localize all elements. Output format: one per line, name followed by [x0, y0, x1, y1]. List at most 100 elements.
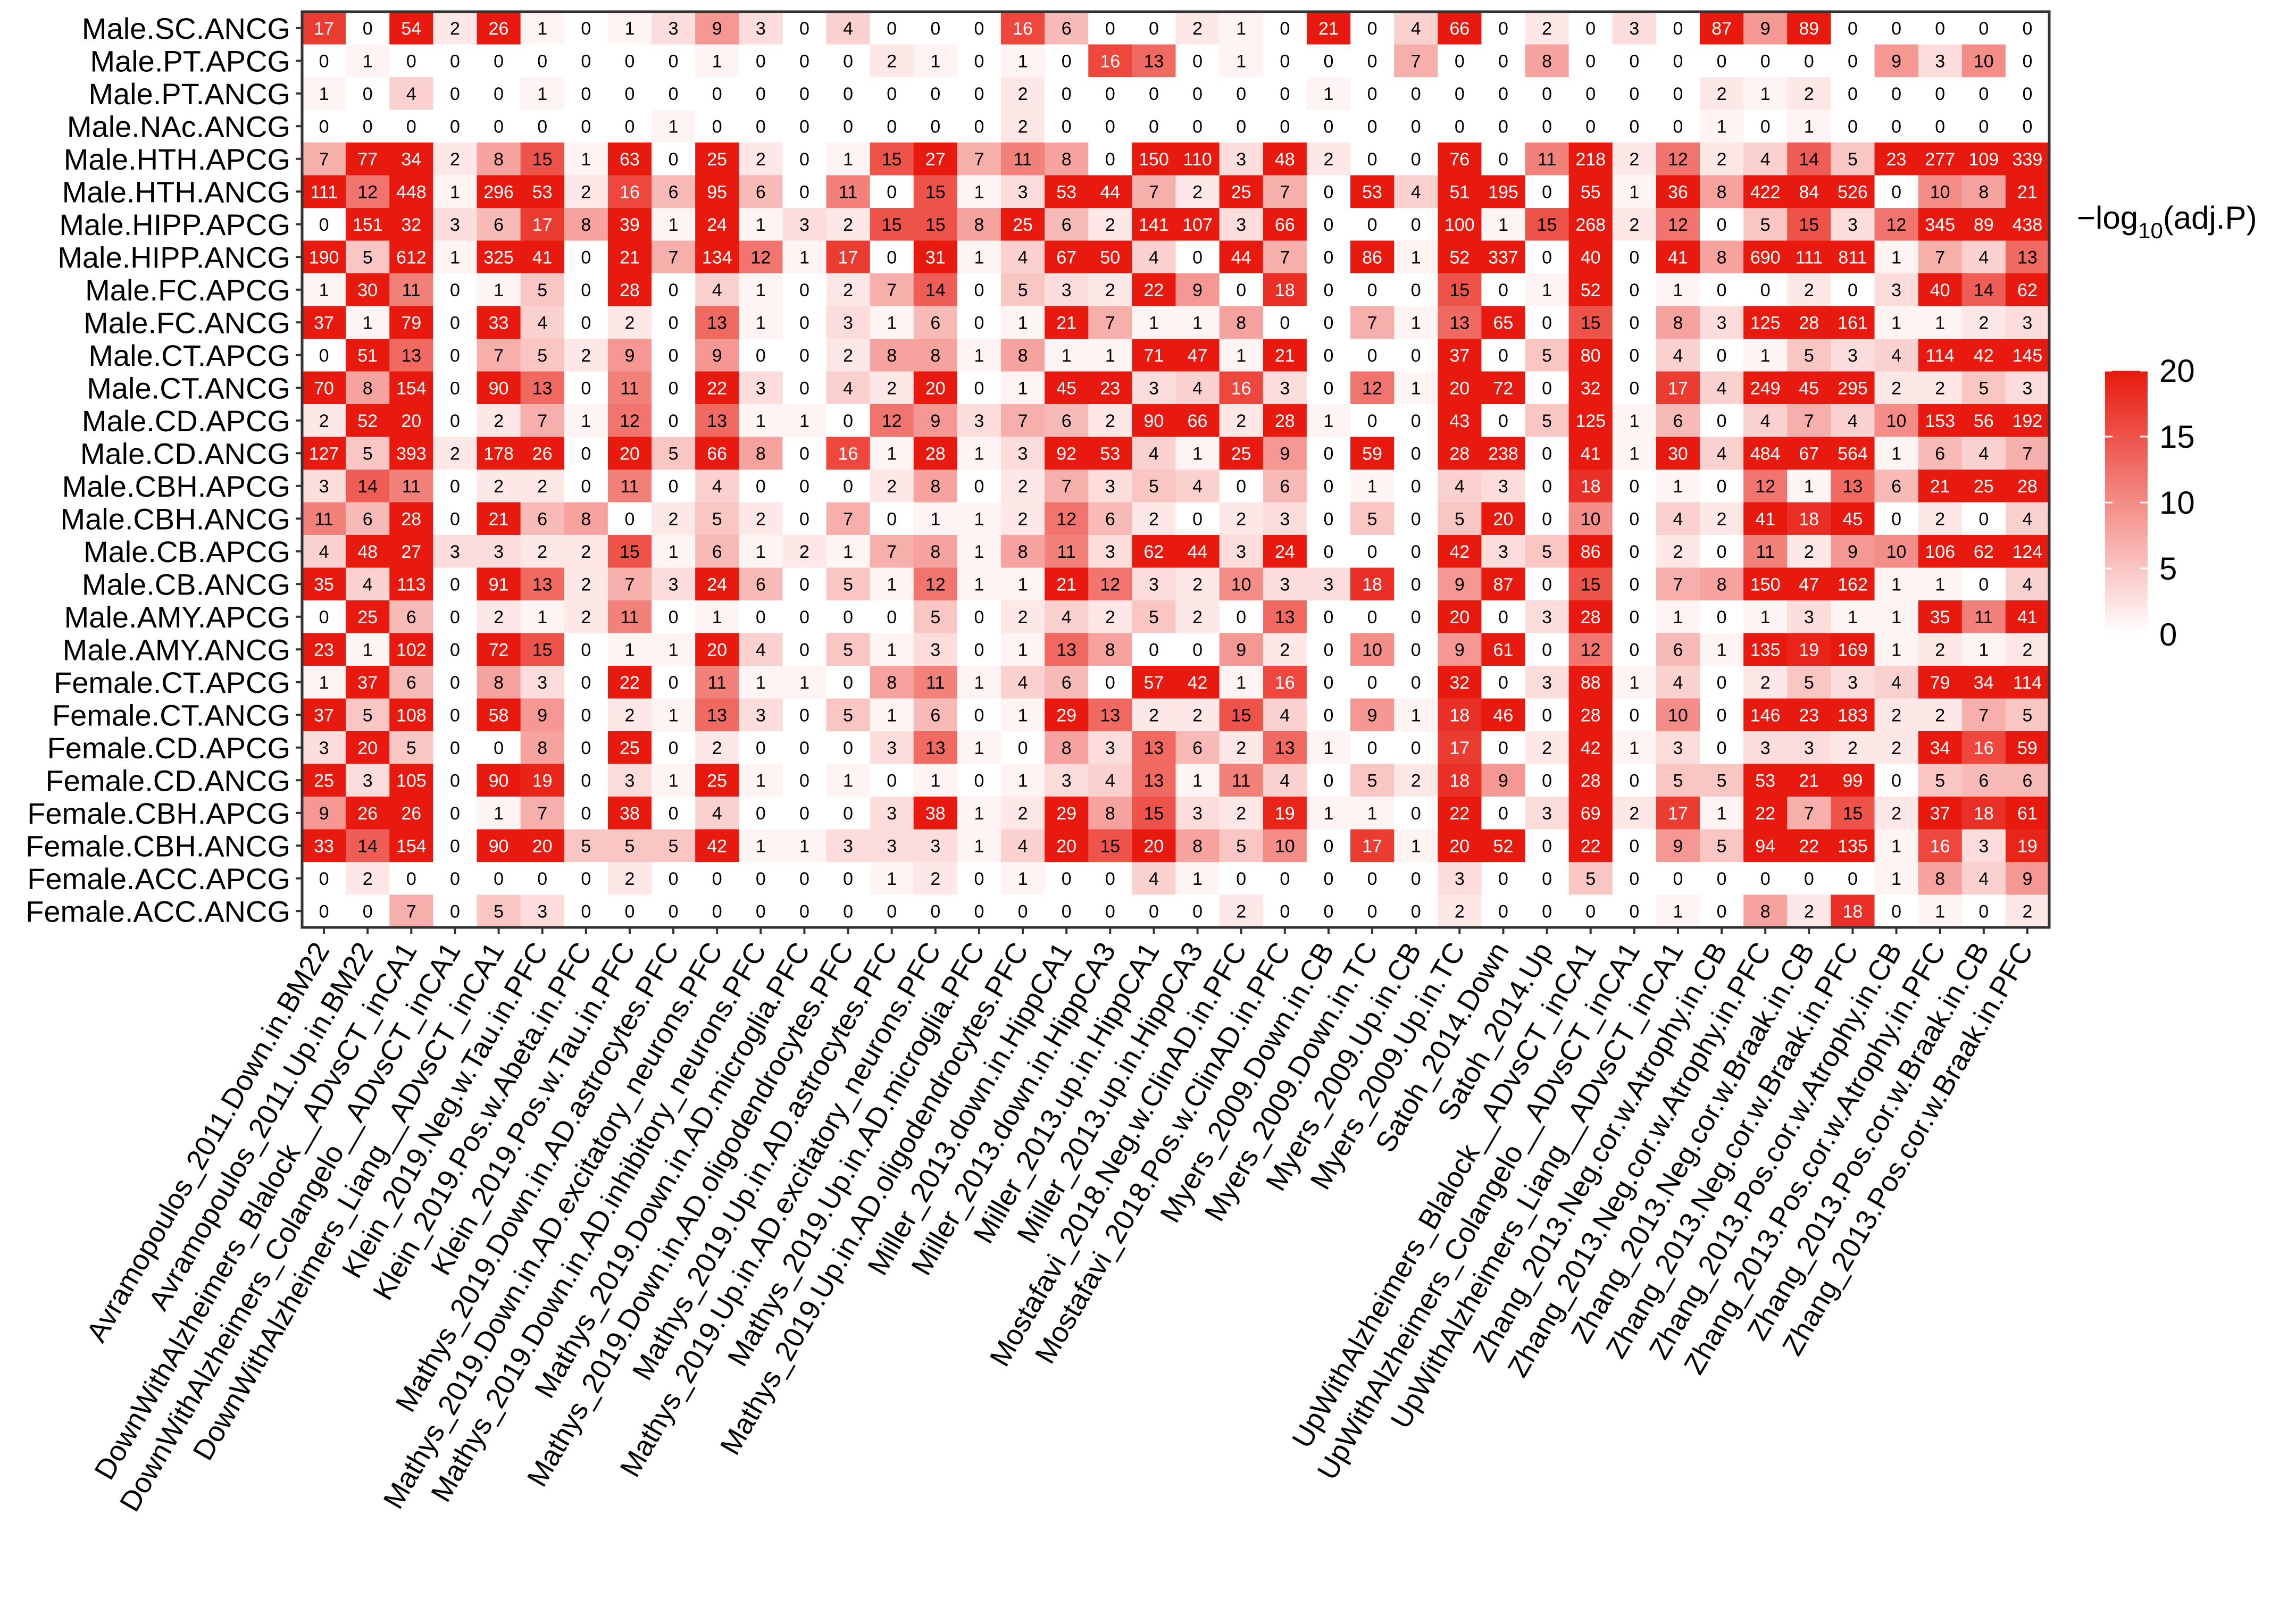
cell-value-label: 0	[799, 771, 809, 791]
cell-value-label: 2	[1717, 149, 1727, 170]
heatmap-cell	[1045, 240, 1089, 274]
cell-value-label: 0	[1717, 476, 1727, 497]
cell-value-label: 0	[1018, 738, 1028, 758]
cell-value-label: 0	[1105, 19, 1115, 39]
heatmap-cell	[1831, 339, 1875, 372]
cell-value-label: 3	[843, 836, 853, 856]
cell-value-label: 0	[1323, 378, 1333, 398]
cell-value-label: 7	[1280, 247, 1290, 267]
cell-value-label: 34	[401, 149, 421, 170]
heatmap-cell	[1219, 240, 1264, 274]
cell-value-label: 0	[799, 705, 809, 725]
cell-value-label: 11	[402, 280, 421, 300]
cell-value-label: 0	[1629, 607, 1639, 627]
cell-value-label: 0	[1105, 116, 1115, 137]
cell-value-label: 3	[1542, 607, 1552, 627]
cell-value-label: 0	[669, 869, 679, 889]
heatmap-cell	[1612, 339, 1657, 372]
heatmap-cell	[1568, 339, 1613, 372]
heatmap-cell	[1787, 143, 1831, 176]
cell-value-label: 0	[581, 738, 591, 758]
heatmap-cell	[1743, 567, 1788, 601]
heatmap-cell	[520, 470, 565, 503]
cell-value-label: 0	[1629, 869, 1639, 889]
cell-value-label: 0	[581, 51, 591, 71]
cell-value-label: 0	[624, 116, 634, 137]
cell-value-label: 51	[357, 346, 378, 366]
heatmap-cell	[302, 143, 346, 176]
heatmap-cell	[1700, 175, 1744, 208]
cell-value-label: 0	[1105, 149, 1115, 170]
cell-value-label: 1	[974, 673, 984, 693]
cell-value-label: 2	[1105, 215, 1115, 235]
heatmap-cell	[477, 633, 521, 666]
cell-value-label: 8	[537, 738, 547, 758]
cell-value-label: 13	[707, 411, 727, 431]
heatmap-cell	[1525, 339, 1569, 372]
heatmap-cell	[695, 567, 739, 601]
cell-value-label: 4	[712, 804, 722, 824]
heatmap-cell	[2005, 77, 2050, 111]
cell-value-label: 0	[1848, 84, 1858, 104]
heatmap-cell	[1700, 404, 1744, 438]
heatmap-cell	[957, 77, 1001, 111]
heatmap-cell	[477, 77, 521, 111]
heatmap-cell	[607, 273, 652, 307]
cell-value-label: 25	[314, 771, 334, 791]
cell-value-label: 61	[1493, 640, 1514, 660]
heatmap-cell	[826, 143, 871, 176]
cell-value-label: 15	[1799, 215, 1819, 235]
heatmap-cell	[564, 110, 608, 143]
heatmap-cell	[1263, 77, 1307, 111]
cell-value-label: 18	[1974, 804, 1994, 824]
cell-value-label: 0	[363, 84, 373, 104]
heatmap-cell	[433, 77, 478, 111]
heatmap-cell	[1918, 44, 1963, 78]
cell-value-label: 134	[702, 247, 732, 267]
cell-value-label: 0	[930, 84, 940, 104]
heatmap-cell	[1001, 12, 1045, 45]
heatmap-cell	[1045, 110, 1089, 143]
cell-value-label: 0	[1149, 116, 1159, 137]
heatmap-cell	[1787, 77, 1831, 111]
heatmap-cell	[739, 175, 783, 208]
cell-value-label: 345	[1925, 215, 1955, 235]
heatmap-cell	[1175, 77, 1220, 111]
cell-value-label: 0	[669, 346, 679, 366]
cell-value-label: 8	[1062, 149, 1072, 170]
heatmap-cell	[1787, 404, 1831, 438]
heatmap-cell	[1743, 437, 1788, 470]
cell-value-label: 0	[581, 901, 591, 922]
cell-value-label: 0	[1323, 476, 1333, 497]
cell-value-label: 0	[799, 51, 809, 71]
heatmap-cell	[1263, 175, 1307, 208]
heatmap-cell	[782, 143, 827, 176]
heatmap-cell	[564, 12, 608, 45]
cell-value-label: 7	[1062, 476, 1072, 497]
row-label: Male.CB.ANCG	[82, 567, 290, 601]
cell-value-label: 0	[799, 476, 809, 497]
heatmap-cell	[1001, 208, 1045, 241]
cell-value-label: 0	[1411, 411, 1421, 431]
heatmap-cell	[1743, 12, 1788, 45]
cell-value-label: 8	[1018, 346, 1028, 366]
heatmap-cell	[607, 44, 652, 78]
heatmap-cell	[957, 371, 1001, 405]
cell-value-label: 1	[1629, 443, 1639, 464]
cell-value-label: 0	[1367, 149, 1377, 170]
cell-value-label: 4	[537, 313, 547, 333]
heatmap-cell	[1612, 306, 1657, 339]
heatmap-cell	[1219, 437, 1264, 470]
cell-value-label: 28	[1799, 313, 1819, 333]
cell-value-label: 114	[2013, 673, 2042, 693]
cell-value-label: 13	[925, 738, 946, 758]
cell-value-label: 1	[756, 313, 766, 333]
cell-value-label: 0	[1717, 869, 1727, 889]
cell-value-label: 22	[1755, 804, 1775, 824]
cell-value-label: 28	[1581, 705, 1601, 725]
cell-value-label: 0	[1323, 116, 1333, 137]
heatmap-cell	[870, 143, 914, 176]
row-label: Male.HTH.APCG	[64, 143, 290, 176]
cell-value-label: 0	[1717, 673, 1727, 693]
heatmap-cell	[1263, 143, 1307, 176]
